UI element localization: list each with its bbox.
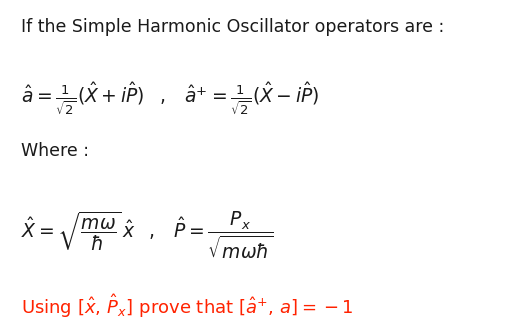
Text: $\hat{a} = \frac{1}{\sqrt{2}}(\hat{X} + i\hat{P})$$\;\;\;,\;\;\;$$\hat{a}^{+} = : $\hat{a} = \frac{1}{\sqrt{2}}(\hat{X} + … [21, 80, 319, 117]
Text: If the Simple Harmonic Oscillator operators are :: If the Simple Harmonic Oscillator operat… [21, 18, 445, 36]
Text: $\hat{X} = \sqrt{\dfrac{m\omega}{\hbar}}\,\hat{x}$$\;\;\;,\;\;\;$$\hat{P} = \dfr: $\hat{X} = \sqrt{\dfrac{m\omega}{\hbar}}… [21, 209, 273, 261]
Text: Where :: Where : [21, 142, 89, 160]
Text: Using $[\hat{x},\, \hat{P}_x]$ prove that $[\hat{a}^{+},\, a] = -1$: Using $[\hat{x},\, \hat{P}_x]$ prove tha… [21, 293, 354, 320]
